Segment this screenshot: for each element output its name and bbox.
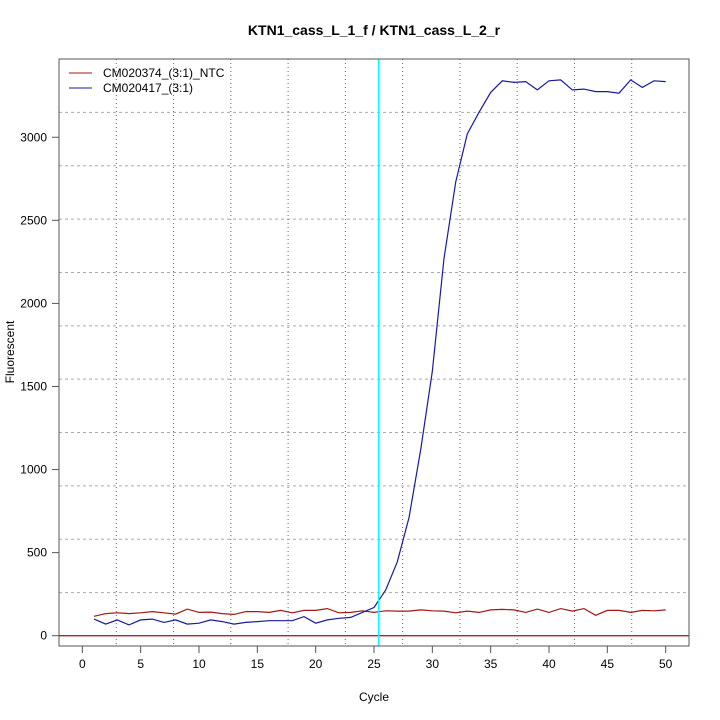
series-line-1	[93, 79, 666, 626]
legend-label-ntc: CM020374_(3:1)_NTC	[103, 66, 225, 80]
legend-label-sample: CM020417_(3:1)	[103, 81, 193, 95]
axes: 0 5 10 15 20 25 30 35 40 45 5005001000150020002500…	[20, 130, 672, 671]
series-line-0	[93, 607, 666, 617]
x-tick-label: 25	[367, 657, 381, 671]
x-axis-label: Cycle	[359, 690, 389, 704]
x-tick-label: 20	[309, 657, 323, 671]
chart-title: KTN1_cass_L_1_f / KTN1_cass_L_2_r	[248, 22, 501, 38]
x-tick-label: 30	[426, 657, 440, 671]
y-tick-label: 500	[27, 546, 47, 560]
x-tick-label: 50	[659, 657, 673, 671]
x-tick-label: 35	[484, 657, 498, 671]
y-tick-label: 0	[40, 629, 47, 643]
y-tick-label: 1500	[20, 379, 47, 393]
x-tick-label: 10	[192, 657, 206, 671]
x-tick-label: 40	[542, 657, 556, 671]
plot-area	[59, 59, 689, 646]
y-tick-label: 3000	[20, 130, 47, 144]
grid	[59, 59, 689, 646]
y-tick-label: 2000	[20, 296, 47, 310]
y-axis-label: Fluorescent	[3, 320, 17, 383]
x-tick-label: 45	[601, 657, 615, 671]
x-tick-label: 5	[137, 657, 144, 671]
y-tick-label: 2500	[20, 213, 47, 227]
x-tick-label: 15	[251, 657, 265, 671]
y-tick-label: 1000	[20, 463, 47, 477]
x-tick-label: 0	[79, 657, 86, 671]
legend: CM020374_(3:1)_NTC CM020417_(3:1)	[69, 66, 225, 95]
